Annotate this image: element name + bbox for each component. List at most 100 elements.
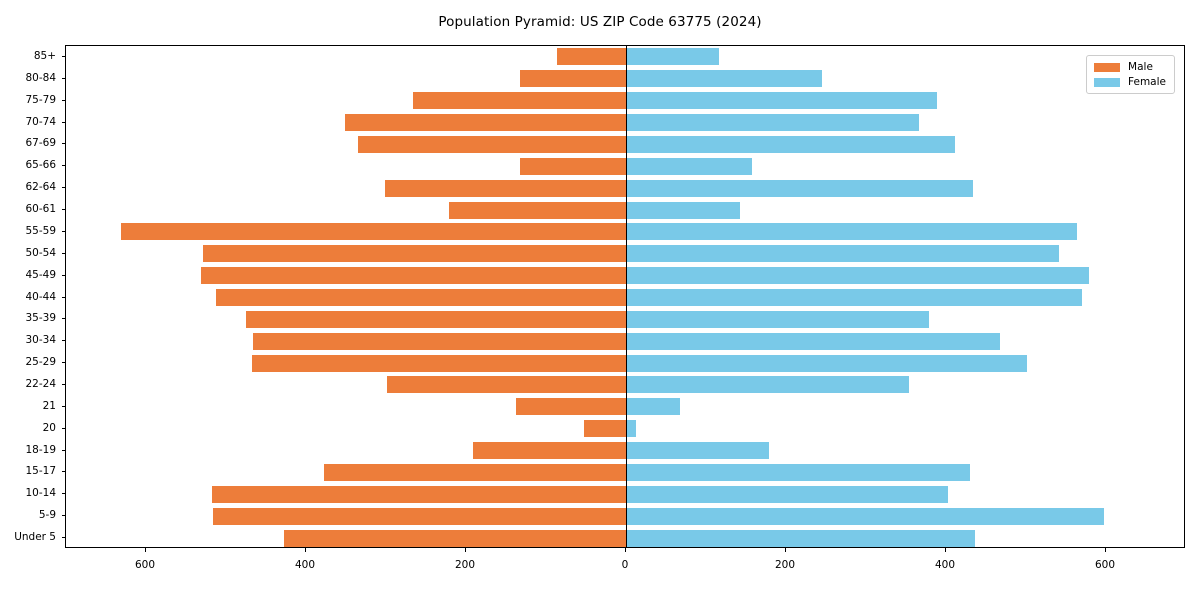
bar-male-70-74 [345,114,626,132]
y-tick-label-22-24: 22-24 [25,377,56,390]
bar-male-65-66 [519,157,626,175]
bar-female-40-44 [626,289,1082,306]
x-tick-mark [145,548,146,552]
x-tick-mark [305,548,306,552]
y-tick-label-55-59: 55-59 [25,224,56,237]
bar-male-20 [583,420,626,438]
y-tick-label-21: 21 [42,399,56,412]
bar-male-10-14 [211,485,626,503]
bar-female-80-84 [626,70,822,88]
bar-male-5-9 [213,507,626,525]
y-tick-label-65-66: 65-66 [25,159,56,172]
y-tick-mark [61,165,65,167]
x-tick-label-5: 400 [934,559,956,571]
bar-female-22-24 [626,376,910,394]
y-tick-mark [61,77,65,79]
y-tick-mark [61,252,65,254]
x-tick-label-4: 200 [774,559,796,571]
bar-female-50-54 [626,245,1059,263]
x-tick-mark [1105,548,1106,552]
x-tick-label-0: 600 [134,559,156,571]
y-tick-mark [61,471,65,473]
bar-male-under-5 [284,529,626,547]
bar-male-55-59 [121,223,626,241]
bar-male-50-54 [202,245,626,263]
bar-male-22-24 [386,376,626,394]
x-axis: 600 400 200 0 200 400 600 [65,548,1185,592]
legend-item-female[interactable]: Female [1094,76,1166,88]
bar-female-10-14 [626,485,949,503]
bar-male-18-19 [473,442,626,460]
y-tick-mark [61,318,65,320]
y-tick-mark [61,55,65,57]
x-tick-label-6: 600 [1094,559,1116,571]
y-tick-label-25-29: 25-29 [25,356,56,369]
bar-female-25-29 [626,354,1027,372]
y-tick-mark [61,143,65,145]
y-axis: 85+ 80-84 75-79 70-74 67-69 65-66 62-64 60-61 55… [0,45,65,548]
bar-male-85- [557,48,626,66]
x-tick-label-2: 200 [454,559,476,571]
x-tick-mark [465,548,466,552]
bar-male-60-61 [449,201,626,219]
bar-female-65-66 [626,157,753,175]
y-tick-label-40-44: 40-44 [25,290,56,303]
y-tick-label-20: 20 [42,421,56,434]
y-tick-mark [61,493,65,495]
bar-male-25-29 [252,354,626,372]
x-tick-label-1: 400 [294,559,316,571]
y-tick-mark [61,405,65,407]
zero-axis-line [626,46,627,547]
y-tick-mark [61,99,65,101]
y-tick-label-10-14: 10-14 [25,487,56,500]
bar-female-45-49 [626,267,1090,285]
legend-item-male[interactable]: Male [1094,61,1166,73]
bar-male-30-34 [253,332,626,350]
y-tick-label-60-61: 60-61 [25,203,56,216]
y-tick-label-85-: 85+ [33,49,56,62]
y-tick-mark [61,274,65,276]
bar-male-35-39 [246,310,626,328]
legend-swatch-male [1094,62,1121,72]
plot-area: Male Female [65,45,1185,548]
bar-female-62-64 [626,179,974,197]
bar-female-5-9 [626,507,1104,525]
y-tick-label-15-17: 15-17 [25,465,56,478]
bar-male-80-84 [519,70,626,88]
chart-title: Population Pyramid: US ZIP Code 63775 (2… [438,14,762,30]
legend-label-male: Male [1128,61,1153,73]
bar-female-75-79 [626,92,938,110]
y-tick-label-45-49: 45-49 [25,268,56,281]
y-tick-mark [61,383,65,385]
bar-female-67-69 [626,135,955,153]
y-tick-label-under-5: Under 5 [14,531,56,544]
x-tick-mark [945,548,946,552]
y-tick-mark [61,537,65,539]
bar-male-15-17 [323,463,626,481]
bar-female-55-59 [626,223,1078,241]
y-tick-mark [61,209,65,211]
legend-swatch-female [1094,77,1121,87]
bar-female-30-34 [626,332,1001,350]
bar-female-35-39 [626,310,930,328]
y-tick-label-62-64: 62-64 [25,181,56,194]
y-tick-label-80-84: 80-84 [25,71,56,84]
y-tick-label-70-74: 70-74 [25,115,56,128]
y-tick-mark [61,515,65,517]
y-tick-mark [61,362,65,364]
bar-female-85- [626,48,719,66]
legend-label-female: Female [1128,76,1166,88]
y-tick-mark [61,427,65,429]
bar-male-67-69 [358,135,626,153]
x-tick-mark [785,548,786,552]
bar-female-20 [626,420,636,438]
bar-male-45-49 [201,267,626,285]
y-tick-mark [61,296,65,298]
bar-male-21 [515,398,626,416]
bar-female-15-17 [626,463,970,481]
y-tick-label-50-54: 50-54 [25,246,56,259]
bar-female-18-19 [626,442,770,460]
y-tick-mark [61,340,65,342]
x-tick-mark [625,548,626,552]
